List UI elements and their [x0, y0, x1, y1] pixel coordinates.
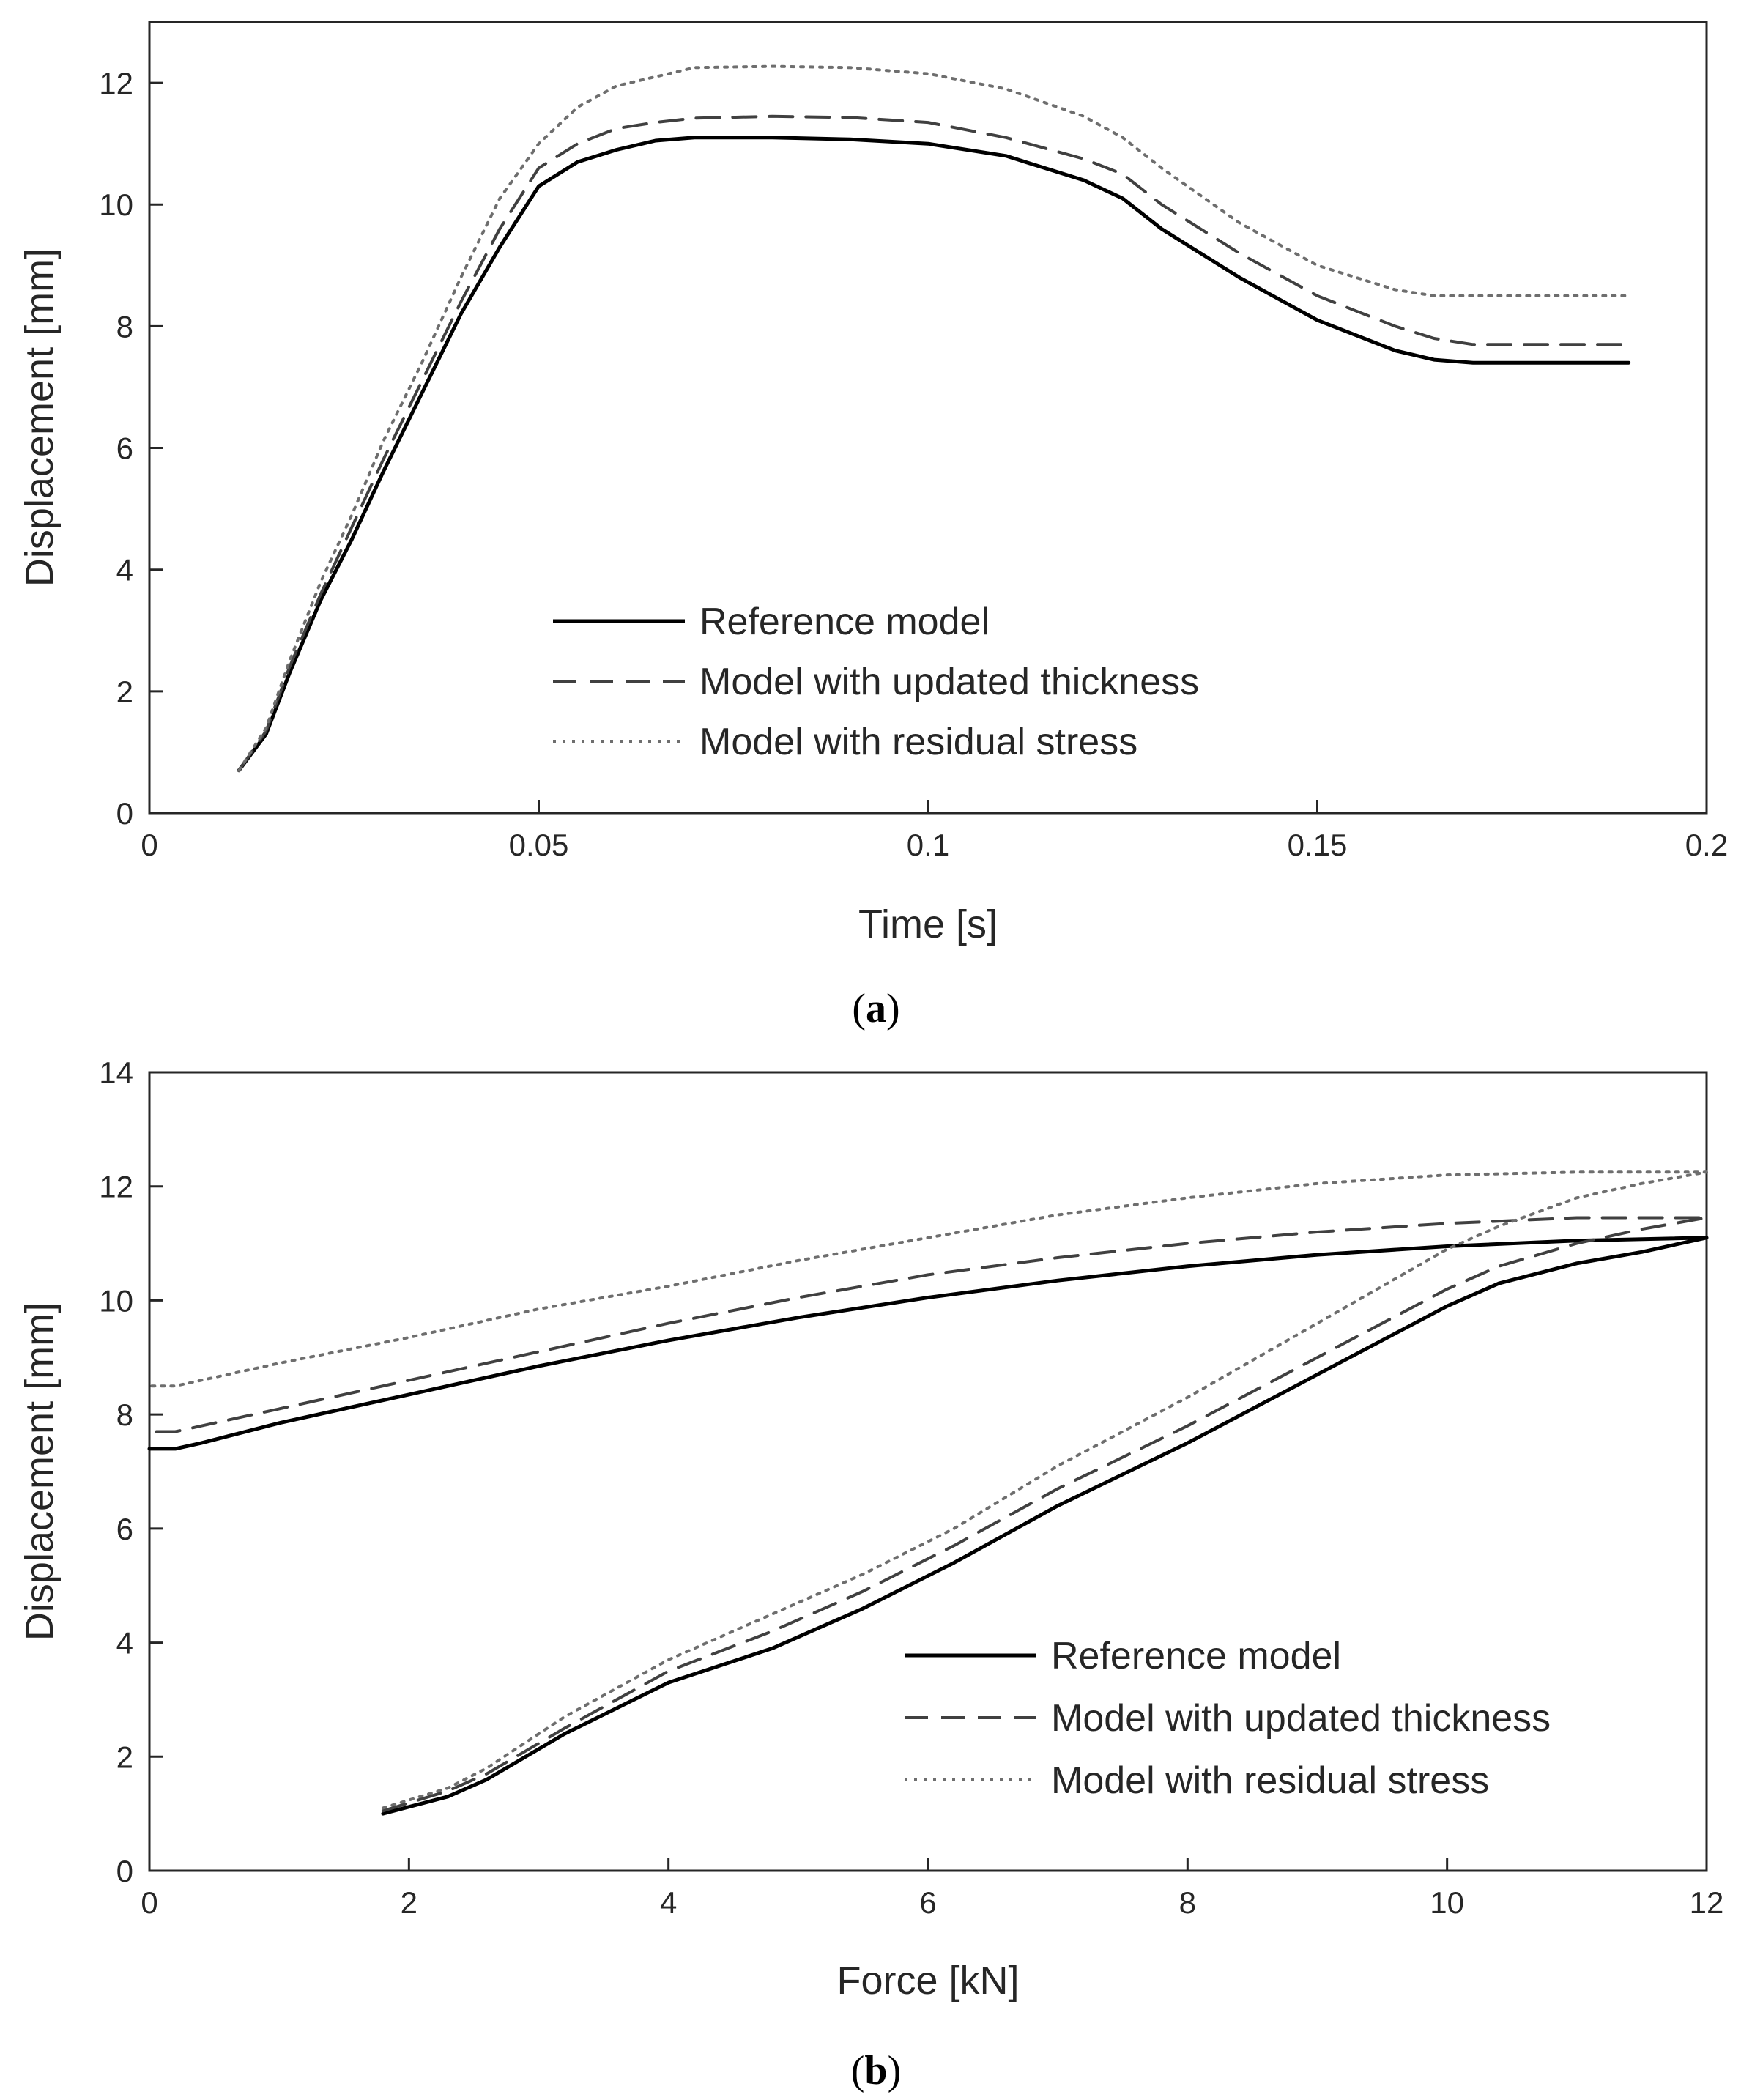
- chart-a-y-tick-label: 2: [116, 675, 133, 709]
- chart-a: 0 0.05 0.1 0.15 0.2 0 2 4 6 8 10 12 Time [s] Displa…: [18, 21, 1728, 1031]
- chart-a-ticks: 0 0.05 0.1 0.15 0.2 0 2 4 6 8 10 12: [99, 66, 1728, 862]
- chart-a-x-tick-label: 0.2: [1685, 828, 1728, 862]
- chart-a-legend-label-updated-thickness: Model with updated thickness: [699, 661, 1199, 703]
- chart-b-ticks: 0 2 4 6 8 10 12 0 2 4 6 8 10 12 14: [99, 1055, 1723, 1920]
- chart-a-series-model-with-updated-thickness: [237, 114, 1630, 772]
- chart-b-panel-letter: b: [864, 2048, 887, 2093]
- chart-b-legend-label-reference: Reference model: [1051, 1635, 1341, 1677]
- chart-b-x-tick-label: 4: [660, 1885, 677, 1920]
- chart-a-y-tick-label: 0: [116, 796, 133, 831]
- chart-a-series-reference-model: [237, 136, 1631, 773]
- chart-b-y-tick-label: 14: [99, 1055, 133, 1090]
- chart-b-axes-frame: [148, 1071, 1708, 1872]
- chart-b-x-tick-label: 0: [141, 1885, 157, 1920]
- chart-a-x-axis-label: Time [s]: [858, 902, 998, 946]
- chart-b-legend-label-updated-thickness: Model with updated thickness: [1051, 1697, 1551, 1740]
- chart-a-legend: Reference model Model with updated thick…: [553, 601, 1199, 763]
- chart-b-y-tick-label: 6: [116, 1512, 133, 1546]
- chart-b-x-tick-label: 6: [919, 1885, 936, 1920]
- chart-a-legend-label-reference: Reference model: [699, 601, 990, 643]
- chart-a-y-axis-label: Displacement [mm]: [18, 248, 62, 587]
- chart-a-x-tick-label: 0: [141, 828, 157, 862]
- chart-b-x-tick-label: 8: [1179, 1885, 1196, 1920]
- chart-b-series-reference-model: [147, 1236, 1709, 1816]
- chart-b-y-tick-label: 0: [116, 1854, 133, 1888]
- chart-b-series-model-with-residual-stress: [148, 1170, 1708, 1810]
- chart-b-x-axis-label: Force [kN]: [836, 1959, 1019, 2003]
- chart-b-legend: Reference model Model with updated thick…: [905, 1635, 1551, 1802]
- chart-b-y-tick-label: 12: [99, 1170, 133, 1204]
- chart-b-y-tick-label: 2: [116, 1740, 133, 1774]
- chart-b-series-model-with-updated-thickness: [148, 1216, 1708, 1813]
- chart-b-x-tick-label: 10: [1430, 1885, 1464, 1920]
- chart-a-x-tick-label: 0.1: [907, 828, 949, 862]
- chart-a-series: [237, 64, 1631, 773]
- chart-a-y-tick-label: 4: [116, 553, 133, 587]
- chart-a-x-tick-label: 0.15: [1288, 828, 1348, 862]
- chart-a-panel-letter: a: [866, 986, 886, 1031]
- chart-a-panel-label: (a): [852, 986, 899, 1031]
- chart-a-y-tick-label: 6: [116, 431, 133, 466]
- chart-b-panel-label: (b): [851, 2048, 901, 2093]
- chart-b-series: [147, 1170, 1709, 1816]
- chart-b-legend-label-residual-stress: Model with residual stress: [1051, 1759, 1489, 1802]
- chart-b-x-tick-label: 12: [1690, 1885, 1724, 1920]
- chart-a-series-model-with-residual-stress: [237, 64, 1630, 772]
- chart-b-y-tick-label: 8: [116, 1398, 133, 1432]
- chart-b: 0 2 4 6 8 10 12 0 2 4 6 8 10 12 14 Force [kN] Displace…: [18, 1055, 1723, 2093]
- chart-b-x-tick-label: 2: [401, 1885, 417, 1920]
- chart-a-legend-label-residual-stress: Model with residual stress: [699, 721, 1137, 763]
- chart-a-y-tick-label: 12: [99, 66, 133, 100]
- chart-a-y-tick-label: 8: [116, 309, 133, 344]
- chart-a-y-tick-label: 10: [99, 188, 133, 222]
- chart-b-y-tick-label: 10: [99, 1283, 133, 1318]
- chart-b-y-axis-label: Displacement [mm]: [18, 1302, 62, 1641]
- chart-a-x-tick-label: 0.05: [509, 828, 569, 862]
- chart-b-y-tick-label: 4: [116, 1626, 133, 1661]
